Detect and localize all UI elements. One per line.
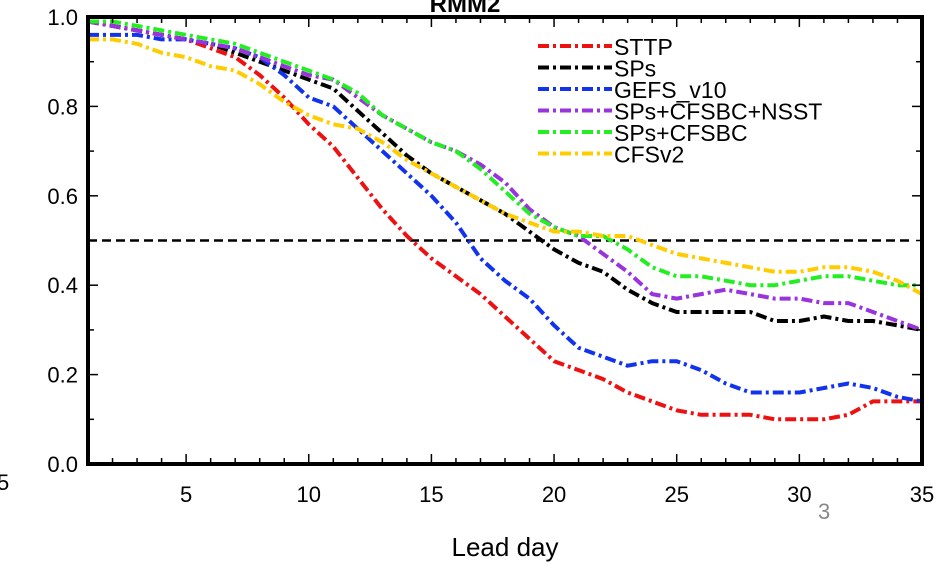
stray-label-left: 5: [0, 470, 9, 495]
legend-label-sps-cfsbc: SPs+CFSBC: [614, 120, 748, 146]
series-line-sps: [87, 19, 923, 332]
series-line-sps-cfsbc: [88, 19, 922, 288]
x-tick-label: 5: [180, 482, 192, 507]
y-tick-label: 0.0: [47, 452, 78, 477]
chart-title: RMM2: [430, 0, 501, 18]
legend-label-cfsv2: CFSv2: [614, 142, 684, 168]
x-axis-title: Lead day: [452, 532, 559, 562]
legend-label-sps: SPs: [614, 56, 656, 82]
y-tick-label: 0.2: [47, 363, 78, 388]
tick-layer: 5 10 15 20 25 30 35 0.0 0.2 0.4 0.6 0.8 1.0: [47, 5, 934, 507]
y-tick-label: 0.4: [47, 273, 78, 298]
series-line-cfsv2: [88, 37, 923, 296]
y-tick-label: 0.8: [47, 94, 78, 119]
legend-label-sps-cfsbc-nsst: SPs+CFSBC+NSST: [614, 99, 822, 125]
stray-label-bottom: 3: [818, 499, 830, 524]
legend: STTPSPsGEFS_v10SPs+CFSBC+NSSTSPs+CFSBCCF…: [538, 34, 822, 168]
x-tick-label: 20: [542, 482, 566, 507]
legend-label-sttp: STTP: [614, 34, 673, 60]
y-tick-label: 1.0: [47, 5, 78, 30]
x-tick-label: 15: [419, 482, 443, 507]
x-tick-label: 35: [910, 482, 934, 507]
series-layer: [87, 19, 923, 422]
series-line-sttp: [87, 19, 922, 422]
x-tick-label: 30: [787, 482, 811, 507]
y-tick-label: 0.6: [47, 184, 78, 209]
series-line-gefs-v10: [88, 32, 923, 404]
series-line-sps-cfsbc-nsst: [87, 19, 923, 332]
x-tick-label: 10: [297, 482, 321, 507]
legend-label-gefs-v10: GEFS_v10: [614, 77, 727, 103]
x-tick-label: 25: [664, 482, 688, 507]
